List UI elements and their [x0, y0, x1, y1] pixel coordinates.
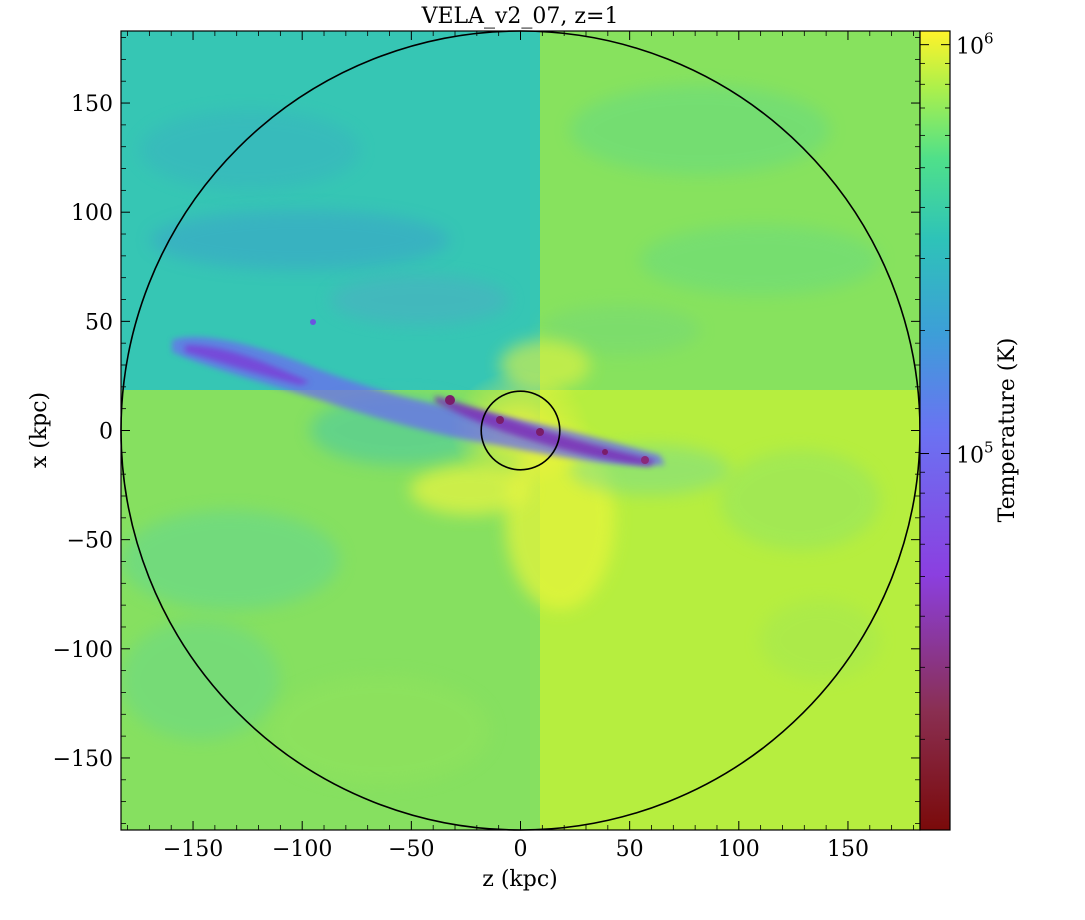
gas-structure-texture	[121, 85, 880, 785]
cold-gas-disk	[172, 319, 665, 466]
x-axis-label: z (kpc)	[482, 867, 558, 892]
y-tick-label: 100	[71, 201, 113, 226]
x-tick-label: −100	[272, 837, 332, 862]
y-tick-label: −100	[53, 638, 113, 663]
x-tick-label: 50	[616, 837, 644, 862]
y-tick-label: −150	[53, 747, 113, 772]
x-tick-label: 100	[718, 837, 760, 862]
y-tick-label: 50	[85, 310, 113, 335]
inner-galaxy-circle	[480, 390, 561, 471]
axis-ticks	[121, 31, 920, 830]
x-tick-label: −50	[388, 837, 434, 862]
x-tick-label: 150	[827, 837, 869, 862]
colorbar	[919, 30, 951, 831]
colorbar-tick-label: 105	[956, 439, 994, 469]
y-tick-label: −50	[67, 529, 113, 554]
chart-title: VELA_v2_07, z=1	[421, 4, 619, 29]
colorbar-ticks: 106 105	[920, 30, 994, 740]
colorbar-label: Temperature (K)	[995, 338, 1020, 523]
x-tick-label: 0	[514, 837, 528, 862]
quadrant-upper-left	[121, 31, 540, 390]
y-axis-label: x (kpc)	[27, 392, 52, 468]
y-tick-label: 150	[71, 92, 113, 117]
x-tick-label: −150	[163, 837, 223, 862]
axis-tick-labels: −150 −100 −50 0 50 100 150 150 100 50 0 −50 −100 −150	[53, 92, 869, 862]
colorbar-tick-label: 106	[956, 30, 994, 60]
plot-area	[121, 31, 920, 830]
y-tick-label: 0	[99, 420, 113, 445]
